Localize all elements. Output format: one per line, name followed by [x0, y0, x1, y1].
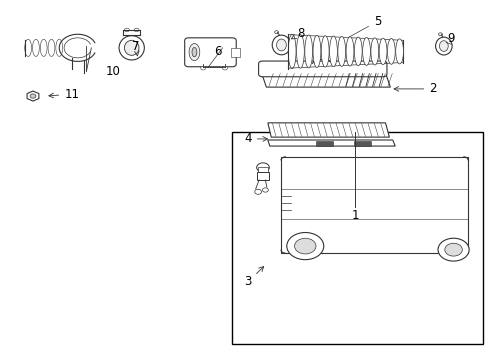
Bar — [231, 48, 240, 57]
Circle shape — [256, 163, 269, 172]
Circle shape — [286, 233, 323, 260]
Polygon shape — [281, 157, 467, 253]
Ellipse shape — [48, 39, 55, 57]
Ellipse shape — [272, 35, 290, 55]
Polygon shape — [261, 73, 389, 87]
Ellipse shape — [25, 39, 31, 57]
Ellipse shape — [321, 36, 328, 67]
Ellipse shape — [395, 39, 403, 64]
Ellipse shape — [329, 36, 337, 67]
Circle shape — [222, 66, 227, 70]
Ellipse shape — [354, 37, 362, 66]
Circle shape — [437, 238, 468, 261]
Text: 7: 7 — [132, 40, 140, 56]
FancyBboxPatch shape — [258, 61, 386, 77]
Circle shape — [134, 28, 139, 32]
Circle shape — [438, 33, 442, 36]
Ellipse shape — [386, 39, 394, 64]
Circle shape — [30, 94, 36, 98]
Bar — [258, 167, 267, 173]
Circle shape — [262, 188, 268, 192]
Ellipse shape — [439, 41, 447, 51]
Polygon shape — [27, 91, 39, 101]
Circle shape — [201, 66, 205, 70]
Ellipse shape — [362, 37, 370, 65]
Ellipse shape — [337, 36, 345, 66]
Ellipse shape — [276, 39, 286, 51]
Bar — [353, 141, 370, 146]
Circle shape — [124, 28, 129, 32]
Text: 10: 10 — [106, 64, 121, 77]
Text: 8: 8 — [291, 27, 304, 40]
Ellipse shape — [124, 40, 139, 55]
Ellipse shape — [378, 38, 386, 64]
Ellipse shape — [370, 38, 378, 65]
Circle shape — [294, 238, 315, 254]
Ellipse shape — [32, 39, 39, 57]
Circle shape — [444, 243, 461, 256]
FancyBboxPatch shape — [184, 38, 236, 67]
Ellipse shape — [304, 35, 312, 68]
Text: 3: 3 — [244, 266, 263, 288]
Polygon shape — [267, 123, 388, 137]
Ellipse shape — [189, 44, 200, 61]
Bar — [316, 141, 333, 146]
Text: 2: 2 — [393, 82, 436, 95]
Text: 1: 1 — [351, 209, 358, 222]
Ellipse shape — [312, 35, 320, 67]
Ellipse shape — [192, 48, 197, 57]
Ellipse shape — [287, 34, 295, 68]
Text: 9: 9 — [447, 32, 454, 45]
Ellipse shape — [119, 36, 144, 60]
Text: 11: 11 — [49, 88, 79, 101]
Circle shape — [254, 189, 261, 194]
Bar — [232, 132, 482, 344]
Bar — [256, 172, 269, 180]
Text: 4: 4 — [244, 132, 267, 145]
Ellipse shape — [56, 39, 62, 57]
Circle shape — [274, 31, 278, 33]
Ellipse shape — [435, 37, 451, 55]
Ellipse shape — [296, 35, 304, 68]
Polygon shape — [267, 140, 394, 146]
Text: 5: 5 — [374, 14, 381, 27]
Ellipse shape — [40, 39, 47, 57]
Text: 6: 6 — [214, 45, 221, 58]
Ellipse shape — [346, 37, 353, 66]
